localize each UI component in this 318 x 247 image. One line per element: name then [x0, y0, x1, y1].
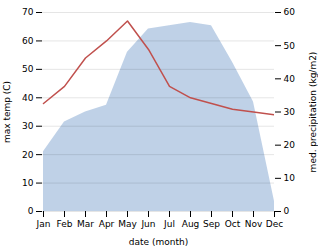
svg-text:30: 30	[284, 107, 296, 117]
svg-text:60: 60	[284, 7, 296, 17]
svg-text:60: 60	[22, 36, 34, 46]
svg-text:Sep: Sep	[203, 219, 220, 229]
svg-text:May: May	[118, 219, 137, 229]
svg-text:Jan: Jan	[36, 219, 51, 229]
svg-text:Nov: Nov	[245, 219, 263, 229]
svg-text:Aug: Aug	[182, 219, 200, 229]
svg-text:20: 20	[284, 140, 296, 150]
svg-text:med. precipitation (kg/m2): med. precipitation (kg/m2)	[308, 52, 318, 173]
svg-text:Apr: Apr	[99, 219, 115, 229]
svg-text:40: 40	[22, 93, 34, 103]
svg-text:20: 20	[22, 150, 34, 160]
svg-text:Dec: Dec	[266, 219, 283, 229]
svg-text:date (month): date (month)	[129, 237, 188, 247]
svg-text:50: 50	[284, 41, 296, 51]
svg-text:10: 10	[22, 178, 34, 188]
svg-text:30: 30	[22, 121, 34, 131]
svg-text:10: 10	[284, 173, 296, 183]
svg-text:Oct: Oct	[225, 219, 241, 229]
svg-text:Jul: Jul	[163, 219, 175, 229]
svg-text:0: 0	[284, 206, 290, 216]
svg-text:Mar: Mar	[77, 219, 94, 229]
svg-text:Feb: Feb	[57, 219, 73, 229]
svg-text:70: 70	[22, 7, 34, 17]
svg-text:40: 40	[284, 74, 296, 84]
svg-text:0: 0	[28, 206, 34, 216]
svg-text:Jun: Jun	[140, 219, 155, 229]
svg-text:max temp (C): max temp (C)	[2, 81, 12, 143]
svg-text:50: 50	[22, 64, 34, 74]
